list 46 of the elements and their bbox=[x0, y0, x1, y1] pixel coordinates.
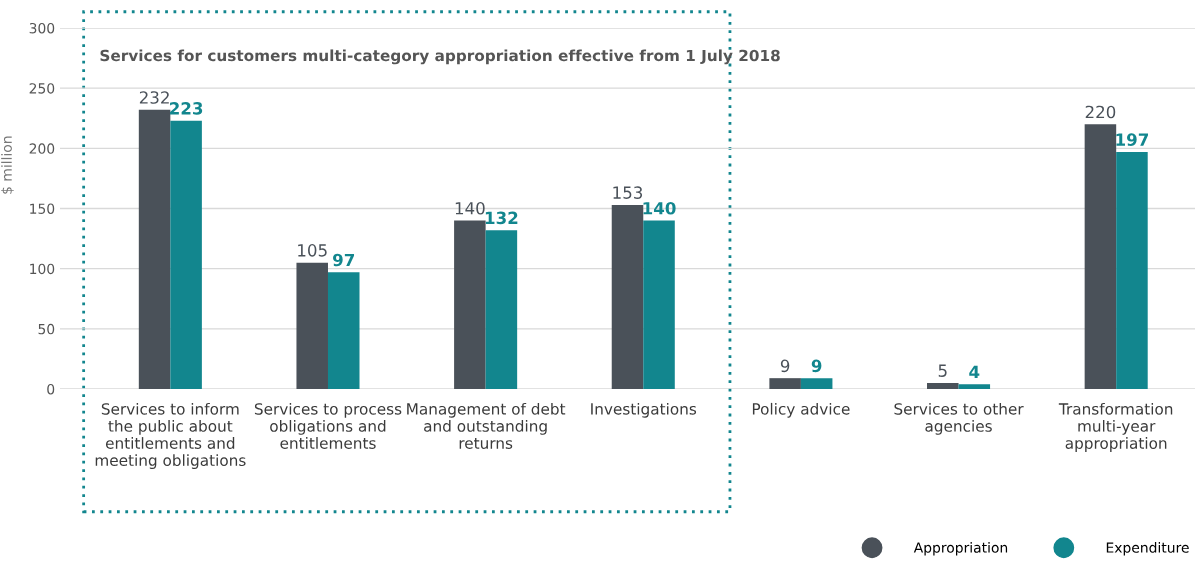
data-label: 197 bbox=[1116, 133, 1149, 146]
y-tick-label: 100 bbox=[30, 263, 55, 275]
bar bbox=[1084, 124, 1117, 389]
data-label: 5 bbox=[938, 364, 947, 377]
bar bbox=[958, 384, 991, 389]
bar bbox=[769, 378, 801, 389]
y-tick-label: 50 bbox=[38, 323, 55, 335]
x-tick-label: Services to process obligations and entitlements bbox=[254, 402, 402, 449]
data-label: 4 bbox=[969, 365, 980, 378]
x-tick-label: Transformation multi-year appropriation bbox=[1058, 402, 1173, 452]
data-label: 140 bbox=[455, 201, 485, 215]
y-tick-label: 250 bbox=[29, 83, 55, 94]
x-tick-label: Services to inform the public about entitlements and meeting obligations bbox=[95, 402, 246, 469]
data-label: 132 bbox=[485, 211, 518, 225]
data-label: 223 bbox=[170, 102, 203, 115]
data-label: 153 bbox=[613, 186, 643, 199]
y-tick-label: 150 bbox=[30, 203, 55, 214]
data-label: 140 bbox=[643, 201, 676, 215]
annotation: Services for customers multi-category appropriation effective from 1 July 2018 bbox=[100, 49, 780, 65]
data-label: 220 bbox=[1085, 105, 1116, 119]
bar bbox=[327, 272, 360, 389]
bar bbox=[485, 230, 518, 389]
bar bbox=[296, 262, 328, 389]
legend-label: Expenditure bbox=[1106, 542, 1189, 556]
legend-label: Appropriation bbox=[913, 542, 1008, 556]
bar bbox=[643, 220, 675, 389]
data-label: 105 bbox=[298, 244, 327, 257]
bar bbox=[454, 220, 486, 389]
bar bbox=[611, 204, 644, 389]
data-label: 9 bbox=[780, 359, 790, 373]
x-tick-label: Management of debt and outstanding returns bbox=[407, 402, 566, 449]
x-tick-label: Policy advice bbox=[752, 402, 850, 418]
bar bbox=[1116, 151, 1148, 389]
x-tick-label: Services to other agencies bbox=[894, 402, 1024, 435]
data-label: 232 bbox=[139, 91, 169, 104]
bar bbox=[800, 378, 833, 389]
data-label: 9 bbox=[811, 359, 822, 373]
y-tick-label: 300 bbox=[29, 22, 55, 34]
x-tick-label: Investigations bbox=[591, 402, 697, 418]
y-axis-title: $ million bbox=[1, 136, 14, 194]
y-tick-label: 200 bbox=[29, 143, 55, 154]
bar bbox=[138, 109, 171, 389]
y-tick-label: 0 bbox=[47, 383, 55, 395]
data-label: 97 bbox=[333, 253, 355, 267]
bar bbox=[927, 382, 959, 389]
bar bbox=[170, 120, 202, 389]
